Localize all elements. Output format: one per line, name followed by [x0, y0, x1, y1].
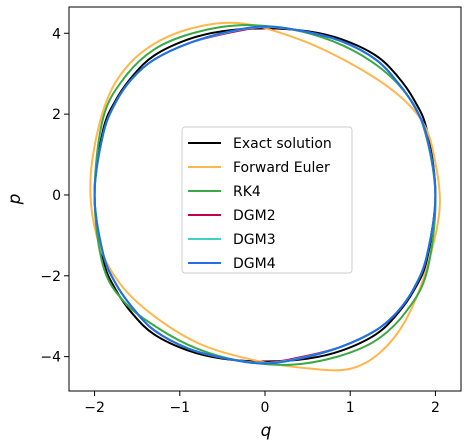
- x-axis-ticks: −2 −1 0 1 2: [84, 391, 440, 416]
- x-tick-label: −2: [84, 400, 105, 416]
- legend-box: [181, 126, 353, 274]
- series-layer: [89, 21, 441, 372]
- legend-label-exact-solution: Exact solution: [233, 136, 332, 152]
- y-tick-label: 0: [52, 188, 61, 204]
- x-tick-label: −1: [169, 400, 190, 416]
- x-tick-label: 2: [431, 400, 440, 416]
- y-tick-label: 4: [52, 26, 61, 42]
- x-axis-label: q: [261, 421, 272, 441]
- y-axis-ticks: −4 −2 0 2 4: [40, 26, 69, 366]
- y-tick-label: −4: [40, 350, 61, 366]
- x-tick-label: 0: [261, 400, 270, 416]
- legend-label-rk4: RK4: [233, 184, 261, 200]
- series-line-dgm4: [93, 25, 437, 365]
- legend-label-dgm4: DGM4: [233, 256, 276, 272]
- legend-label-forward-euler: Forward Euler: [233, 160, 330, 176]
- legend-label-dgm3: DGM3: [233, 232, 276, 248]
- y-axis-label: p: [5, 193, 25, 205]
- y-tick-label: 2: [52, 107, 61, 123]
- legend-items: Exact solution Forward Euler RK4 DGM2 DGM3 DG…: [188, 136, 332, 272]
- x-tick-label: 1: [346, 400, 355, 416]
- legend: Exact solution Forward Euler RK4 DGM2 DGM3 DG…: [181, 126, 353, 274]
- y-tick-label: −2: [40, 269, 61, 285]
- legend-label-dgm2: DGM2: [233, 208, 276, 224]
